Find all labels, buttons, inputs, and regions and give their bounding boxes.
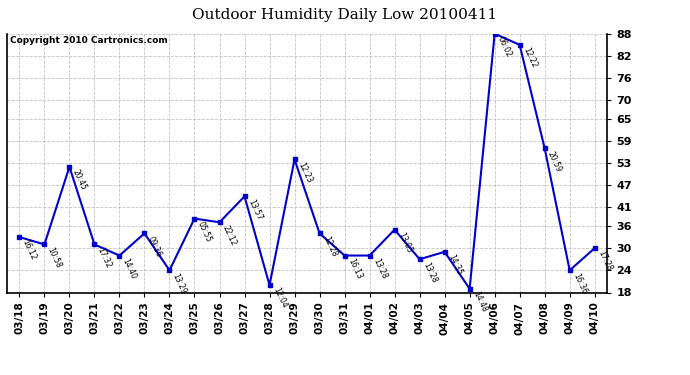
Text: 14:40: 14:40 xyxy=(121,257,138,280)
Text: Copyright 2010 Cartronics.com: Copyright 2010 Cartronics.com xyxy=(10,36,168,45)
Text: 12:22: 12:22 xyxy=(521,46,538,69)
Text: 16:12: 16:12 xyxy=(21,238,38,262)
Text: 13:29: 13:29 xyxy=(171,272,188,295)
Text: 14:48: 14:48 xyxy=(471,290,489,314)
Text: 13:28: 13:28 xyxy=(371,257,388,280)
Text: 13:57: 13:57 xyxy=(246,198,264,221)
Text: 17:32: 17:32 xyxy=(96,246,113,269)
Text: 06:02: 06:02 xyxy=(496,35,513,59)
Text: 22:12: 22:12 xyxy=(221,224,238,247)
Text: 17:28: 17:28 xyxy=(596,249,613,273)
Text: 20:45: 20:45 xyxy=(71,168,88,192)
Text: 12:28: 12:28 xyxy=(321,235,338,258)
Text: 09:36: 09:36 xyxy=(146,235,164,258)
Text: 12:23: 12:23 xyxy=(296,161,313,184)
Text: 13:05: 13:05 xyxy=(396,231,413,255)
Text: 16:36: 16:36 xyxy=(571,272,589,296)
Text: 05:55: 05:55 xyxy=(196,220,213,244)
Text: 14:35: 14:35 xyxy=(446,253,464,277)
Text: 10:58: 10:58 xyxy=(46,246,63,269)
Text: 16:13: 16:13 xyxy=(346,257,364,280)
Text: 20:59: 20:59 xyxy=(546,150,564,173)
Text: Outdoor Humidity Daily Low 20100411: Outdoor Humidity Daily Low 20100411 xyxy=(193,8,497,21)
Text: 12:04: 12:04 xyxy=(271,286,288,310)
Text: 13:28: 13:28 xyxy=(421,261,438,284)
